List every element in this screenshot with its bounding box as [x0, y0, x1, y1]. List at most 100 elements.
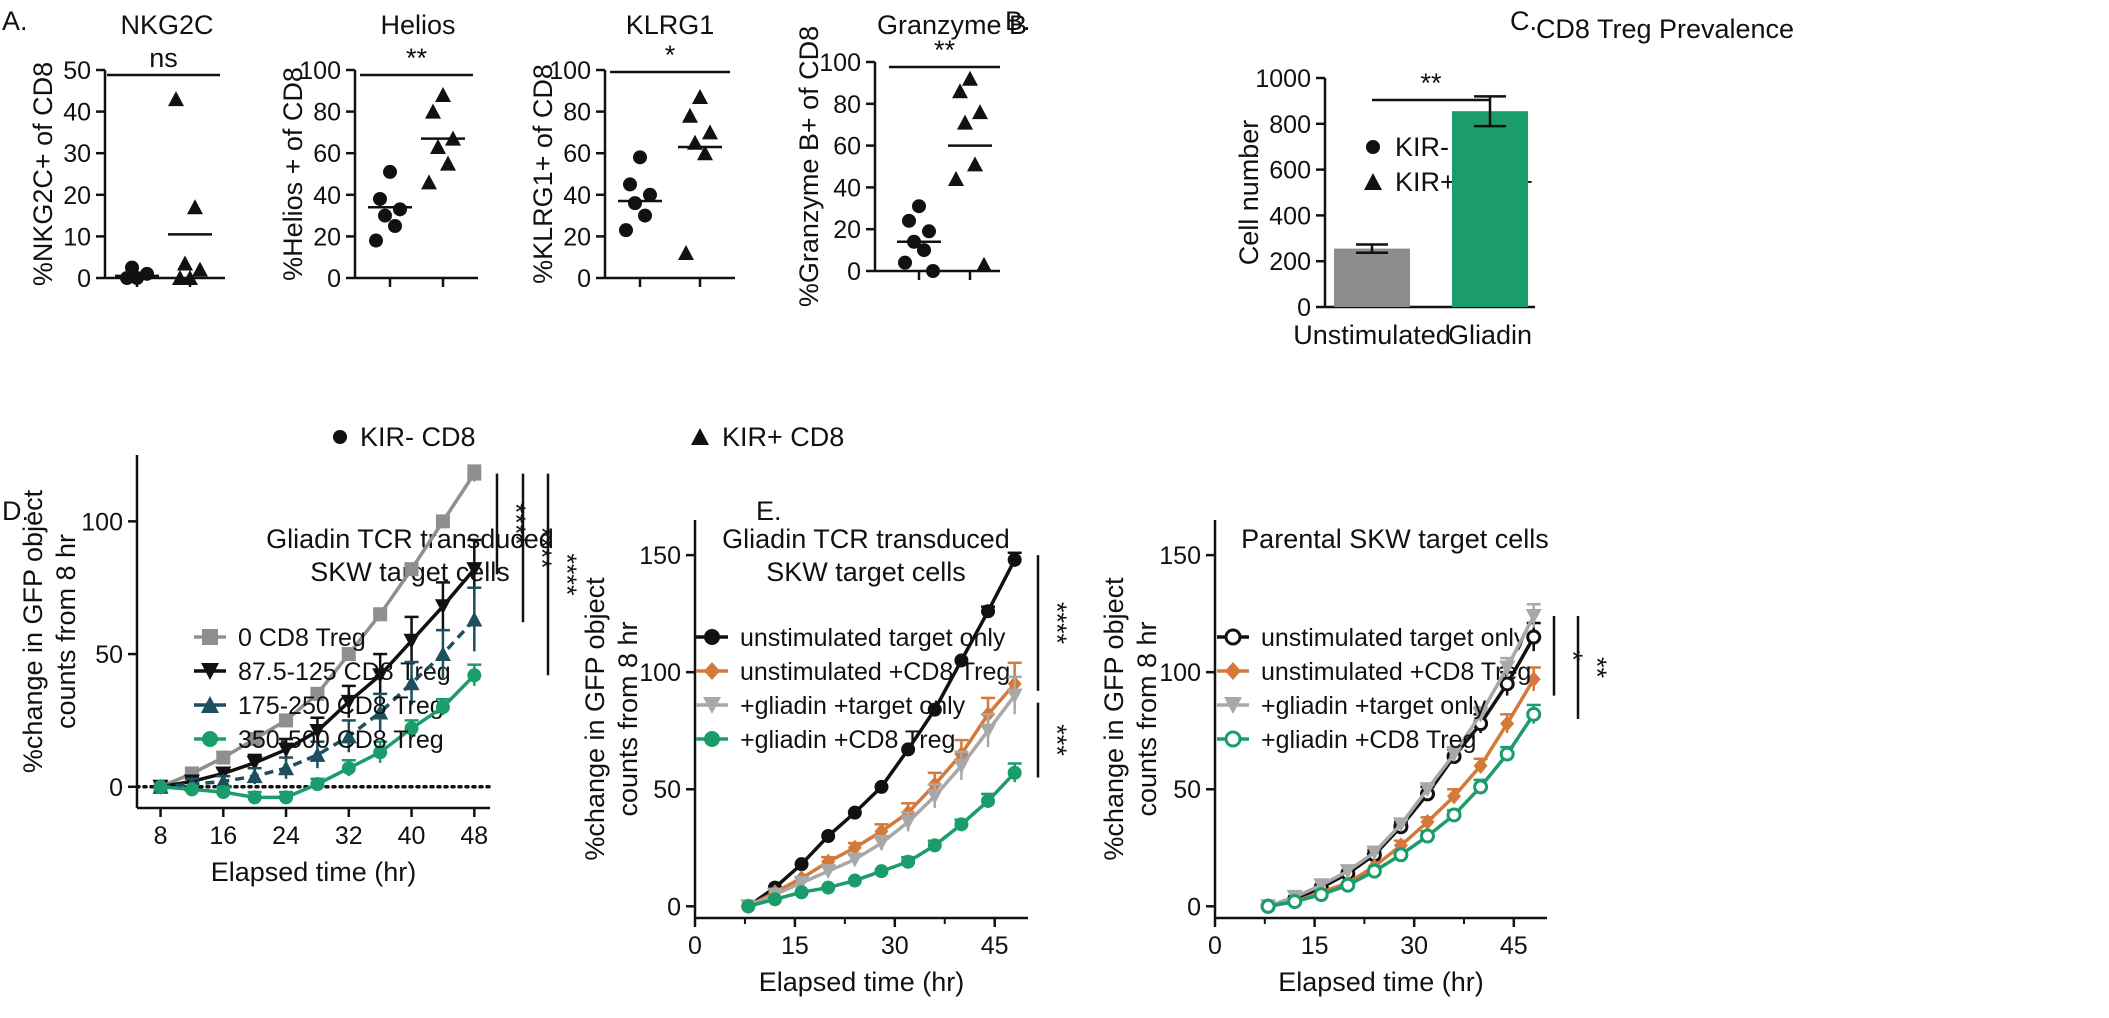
- chart-e-parental-series--gliadin-target-only-legend-label: +gliadin +target only: [1261, 692, 1487, 720]
- chart-d-series-175-250-cd8-treg-legend-marker: [201, 696, 219, 713]
- granzyme-y-tick-label: 20: [833, 216, 861, 244]
- chart-e-gliadin-y-label-line: %change in GFP object: [580, 577, 610, 861]
- granzyme-y-tick-label: 60: [833, 133, 861, 161]
- chart-e-parental-y-label-line: counts from 8 hr: [1132, 621, 1162, 816]
- chart-e-gliadin-series--gliadin-cd8-treg-point: [981, 793, 996, 808]
- chart-e-parental-series--gliadin-cd8-treg-point: [1340, 877, 1356, 893]
- chart-d-series-175-250-cd8-treg-point: [215, 773, 232, 789]
- chart-e-gliadin-series--gliadin-target-only-point: [793, 875, 810, 891]
- chart-e-gliadin-series--gliadin-target-only-legend-label: +gliadin +target only: [740, 692, 966, 720]
- bar-chart-title: CD8 Treg Prevalence: [1536, 14, 1794, 44]
- chart-e-parental-series-unstimulated-cd8-treg-point: [1473, 757, 1488, 774]
- bar-gliadin: [1452, 111, 1528, 307]
- panel-label-a: A.: [2, 6, 28, 36]
- panel-label-e: E.: [756, 496, 782, 526]
- bar-chart-sig-label: **: [1420, 68, 1442, 98]
- helios-point-kir-pos: [440, 155, 456, 171]
- chart-d-series-350-500-cd8-treg-point: [435, 700, 450, 715]
- chart-e-parental-x-tick-label: 15: [1301, 932, 1329, 960]
- chart-e-gliadin-series--gliadin-cd8-treg-point: [821, 880, 836, 895]
- helios-y-tick-label: 100: [299, 57, 341, 85]
- granzyme-title: Granzyme B: [877, 10, 1027, 40]
- chart-d-series-175-250-cd8-treg-line: [160, 618, 476, 789]
- chart-d-series-350-500-cd8-treg-point: [153, 779, 168, 794]
- helios-point-kir-pos: [435, 86, 451, 102]
- chart-e-gliadin-series--gliadin-cd8-treg-point: [874, 864, 889, 879]
- klrg1-point-kir-neg: [619, 223, 633, 238]
- chart-e-gliadin-series--gliadin-cd8-treg-point: [1007, 765, 1022, 780]
- chart-e-parental-series--gliadin-target-only-point: [1419, 782, 1436, 798]
- chart-e-parental-series-unstimulated-cd8-treg-point: [1500, 715, 1515, 732]
- chart-d-title-line: Gliadin TCR transduced: [266, 524, 554, 554]
- chart-d-series-0-cd8-treg-point: [247, 731, 262, 746]
- chart-d-series-87-5-125-cd8-treg-legend-label: 87.5-125 CD8 Treg: [238, 658, 451, 686]
- granzyme-point-kir-pos: [948, 171, 964, 187]
- chart-d-y-tick-label: 0: [109, 774, 123, 802]
- chart-e-parental-series--gliadin-cd8-treg-point: [1446, 807, 1462, 823]
- chart-e-parental-y-label-line: %change in GFP object: [1099, 577, 1129, 861]
- klrg1-title: KLRG1: [626, 10, 715, 40]
- chart-e-parental-x-tick-label: 0: [1208, 932, 1222, 960]
- klrg1-y-label: %KLRG1+ of CD8: [528, 64, 558, 284]
- klrg1-point-kir-pos: [682, 107, 698, 123]
- bar-chart-y-tick-label: 400: [1269, 202, 1311, 230]
- chart-d-series-0-cd8-treg-point: [467, 466, 482, 481]
- chart-d-series-0-cd8-treg-point: [404, 562, 419, 577]
- granzyme-point-kir-pos: [976, 256, 992, 272]
- chart-e-parental-series-unstimulated-target-only-legend-marker: [1224, 628, 1242, 646]
- helios-point-kir-neg: [369, 233, 383, 248]
- chart-d-series-350-500-cd8-treg-legend-label: 350-500 CD8 Treg: [238, 726, 444, 754]
- helios-point-kir-neg: [383, 164, 397, 179]
- granzyme-point-kir-pos: [972, 104, 988, 120]
- chart-d-series-350-500-cd8-treg-point: [247, 790, 262, 805]
- chart-e-gliadin-series--gliadin-target-only-point: [953, 758, 970, 774]
- chart-d-series-350-500-cd8-treg-point: [341, 761, 356, 776]
- granzyme-y-tick-label: 0: [847, 258, 861, 286]
- klrg1-y-tick-label: 20: [563, 223, 591, 251]
- helios-point-kir-pos: [421, 174, 437, 190]
- panel-a-klrg1-plot: KLRG1 0 20 40 60 80 100%KLRG1+ of CD8 *: [528, 10, 735, 293]
- panel-e-parental-line-chart: Parental SKW target cells 0 50 100 150 0 15 30 4…: [1099, 520, 1612, 997]
- nkg2c-point-kir-neg: [125, 260, 139, 275]
- chart-d-series-0-cd8-treg-point: [310, 686, 325, 701]
- chart-e-parental-series--gliadin-cd8-treg-point: [1260, 898, 1276, 914]
- klrg1-point-kir-neg: [638, 208, 652, 223]
- helios-point-kir-pos: [430, 138, 446, 154]
- chart-e-gliadin-series-unstimulated-target-only-point: [794, 857, 809, 872]
- chart-e-parental-y-tick-label: 0: [1187, 893, 1201, 921]
- chart-d-y-tick-label: 100: [81, 508, 123, 536]
- chart-e-gliadin-series--gliadin-cd8-treg-legend-marker: [704, 731, 720, 747]
- granzyme-y-tick-label: 100: [819, 49, 861, 77]
- chart-d-series-87-5-125-cd8-treg-point: [434, 599, 451, 615]
- chart-e-gliadin-title-line: SKW target cells: [766, 557, 966, 587]
- nkg2c-point-kir-pos: [168, 91, 184, 107]
- chart-e-gliadin-series-unstimulated-target-only-point: [847, 805, 862, 820]
- chart-d-series-350-500-cd8-treg-point: [310, 777, 325, 792]
- chart-e-gliadin-x-tick-label: 15: [781, 932, 809, 960]
- chart-d-x-tick-label: 8: [154, 822, 168, 850]
- chart-e-gliadin-y-tick-label: 50: [653, 776, 681, 804]
- panel-a-helios-plot: Helios 0 20 40 60 80 100%Helios + of CD8 **: [278, 10, 478, 293]
- chart-e-parental-series-unstimulated-cd8-treg-legend-marker: [1225, 662, 1241, 680]
- chart-e-parental-sig-label: **: [1582, 657, 1612, 679]
- chart-d-series-87-5-125-cd8-treg-point: [466, 562, 483, 578]
- chart-e-gliadin-series--gliadin-target-only-point: [900, 815, 917, 831]
- chart-d-series-175-250-cd8-treg-point: [372, 704, 389, 720]
- chart-d-x-tick-label: 48: [460, 822, 488, 850]
- legend-kir-neg-cd8-marker: [1366, 140, 1380, 154]
- chart-e-gliadin-x-tick-label: 30: [881, 932, 909, 960]
- chart-e-parental-x-label: Elapsed time (hr): [1278, 967, 1484, 997]
- chart-d-series-175-250-cd8-treg-point: [403, 675, 420, 691]
- chart-e-gliadin-series--gliadin-cd8-treg-point: [767, 892, 782, 907]
- bar-chart-y-tick-label: 200: [1269, 248, 1311, 276]
- legend-kir-pos-label: KIR+ CD8: [722, 422, 844, 452]
- granzyme-y-label: %Granzyme B+ of CD8: [794, 26, 824, 307]
- panel-b-granzyme-plot: KIR- CD8+ KIR+ CD8+ Granzyme B0204060801…: [794, 10, 1533, 307]
- chart-e-gliadin-series--gliadin-cd8-treg-point: [954, 817, 969, 832]
- chart-e-gliadin-series--gliadin-target-only-point: [926, 789, 943, 805]
- chart-d-series-175-250-cd8-treg-point: [309, 746, 326, 762]
- chart-e-parental-series--gliadin-target-only-point: [1499, 660, 1516, 676]
- panel-c-bar-chart: CD8 Treg Prevalence 0 200 400 600 800 1000 Cell…: [1234, 14, 1794, 350]
- chart-e-parental-series--gliadin-target-only-point: [1472, 707, 1489, 723]
